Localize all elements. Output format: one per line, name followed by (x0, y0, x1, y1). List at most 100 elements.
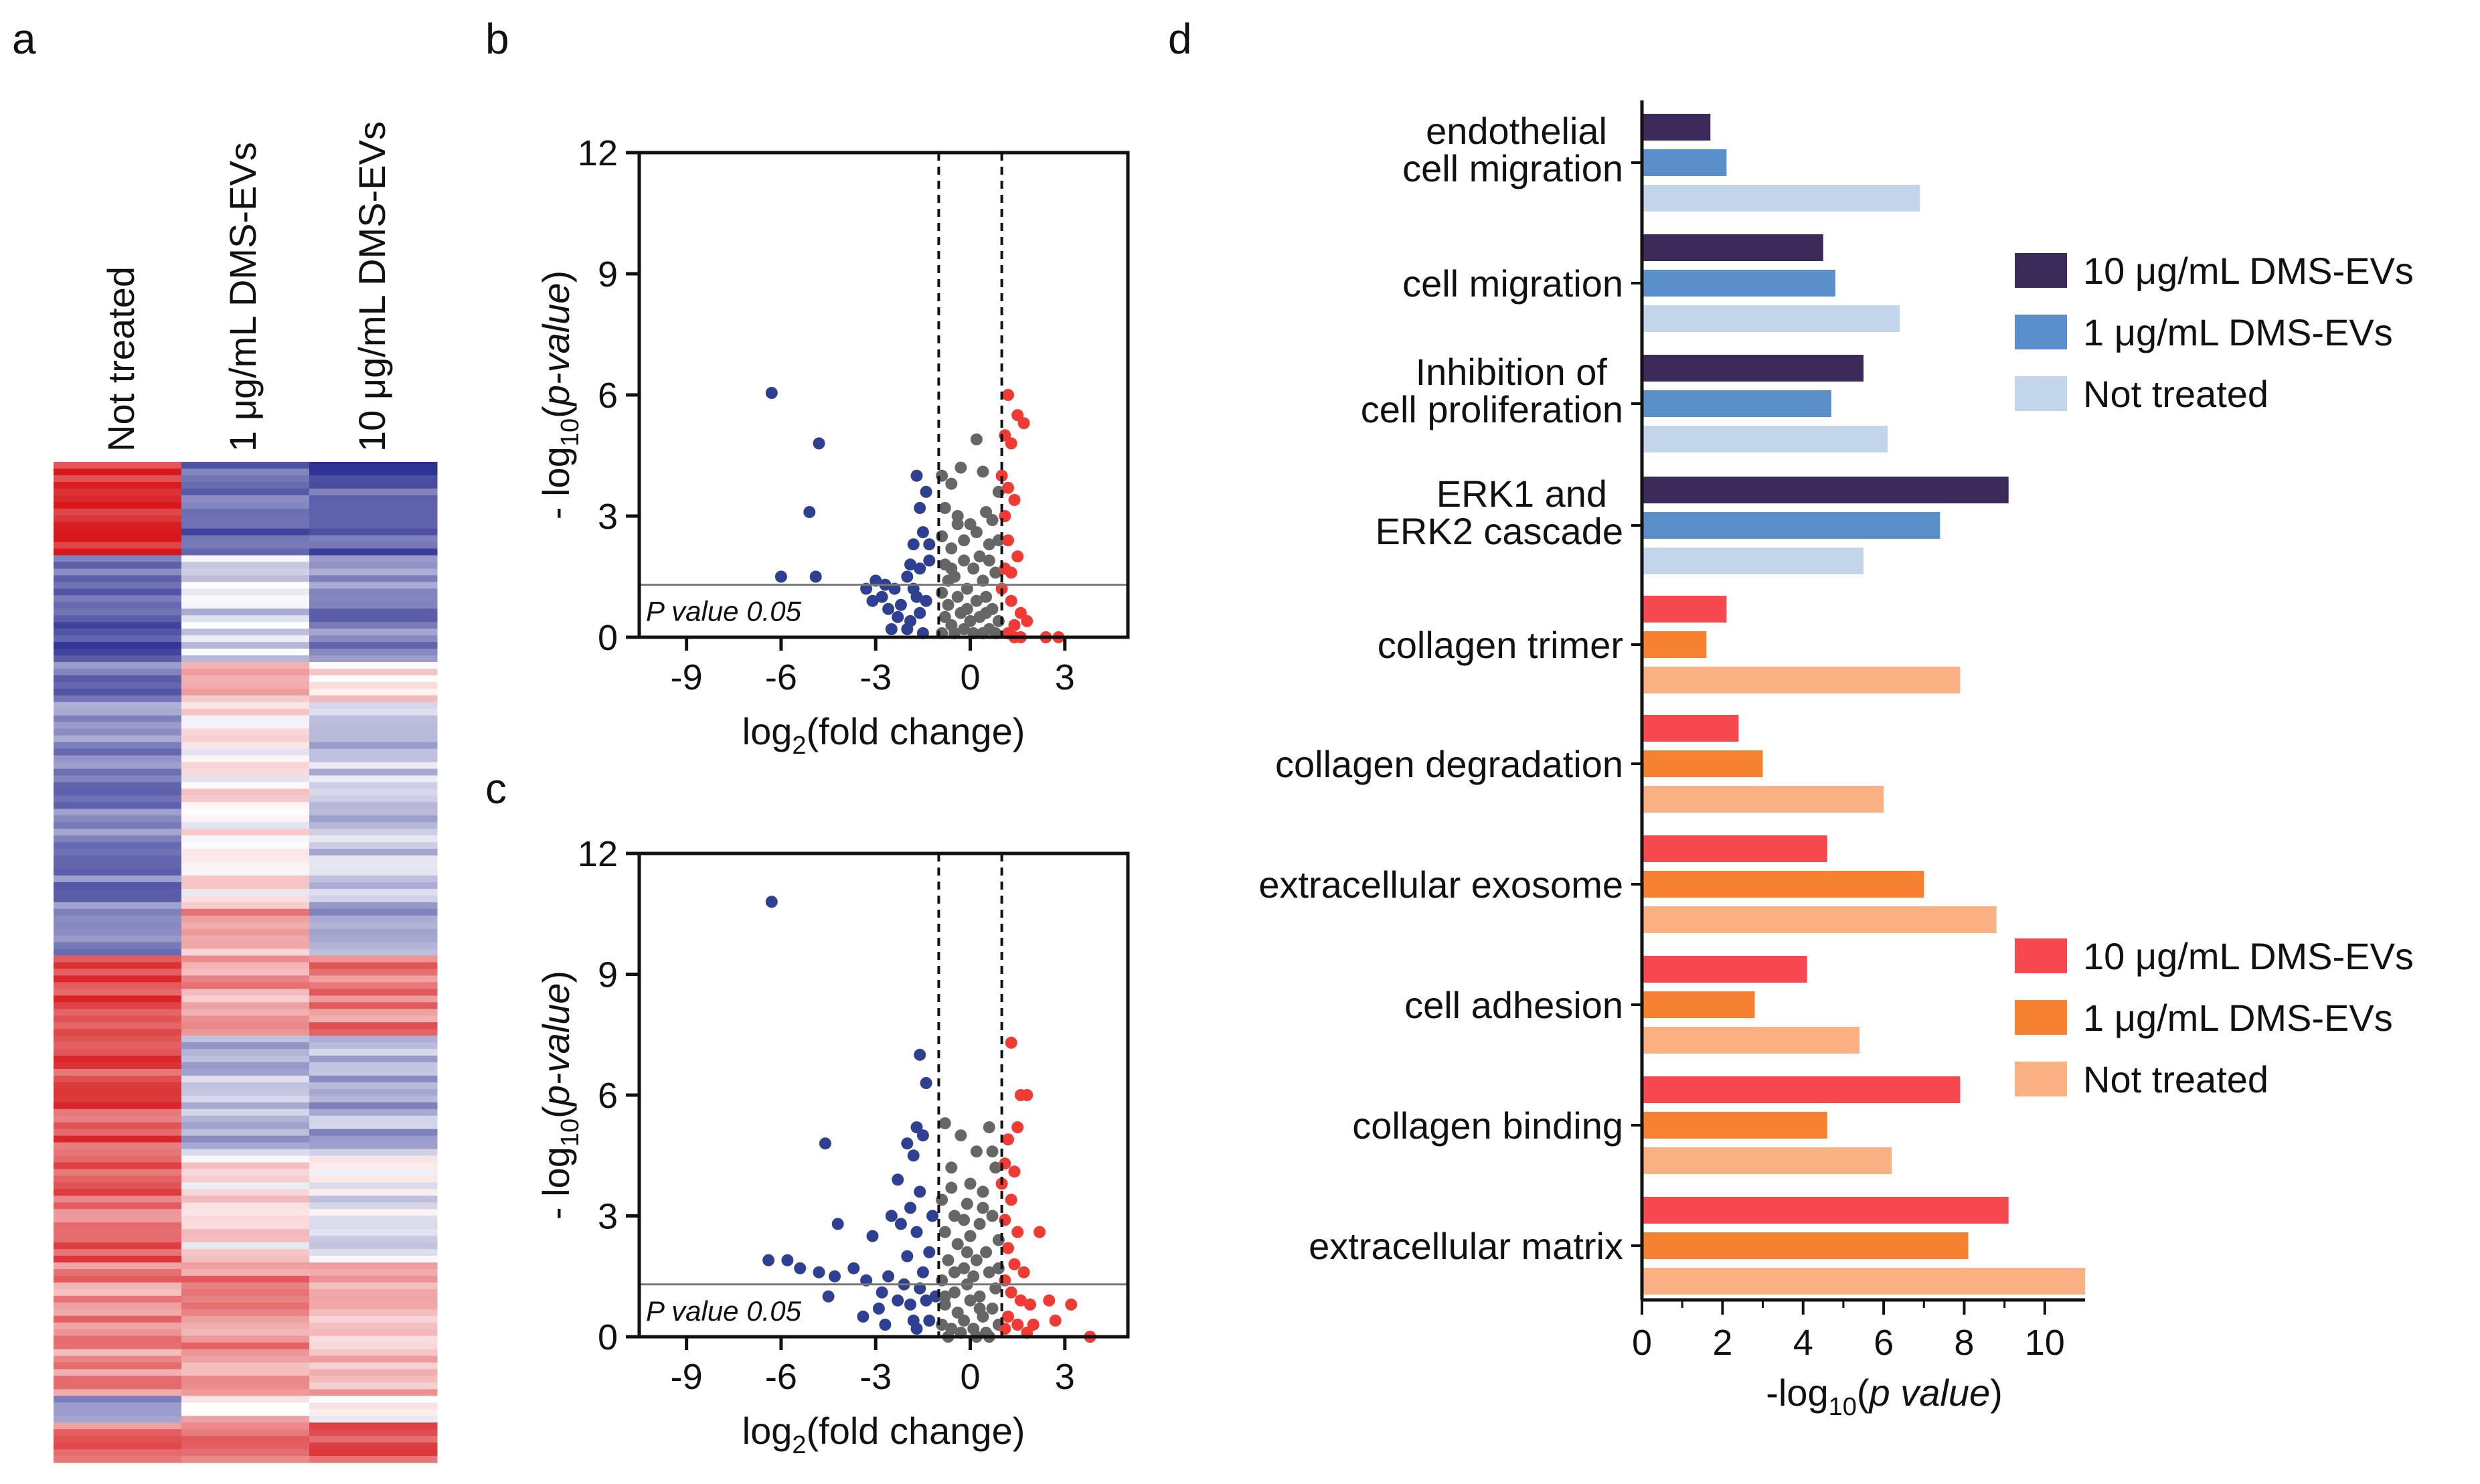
heatmap-cell (54, 1209, 182, 1216)
volcano-point-ns (986, 1302, 999, 1315)
heatmap-cell (309, 675, 438, 683)
volcano-point-ns (983, 538, 995, 551)
heatmap-cell (309, 1289, 438, 1297)
volcano-point-ns (961, 1198, 973, 1210)
heatmap-cell (309, 681, 438, 689)
heatmap-cell (309, 1422, 438, 1430)
legend-label: 1 μg/mL DMS-EVs (2083, 997, 2393, 1039)
heatmap-cell (54, 488, 182, 496)
bar-x-tick-label: 0 (1632, 1323, 1652, 1363)
heatmap-cell (54, 1056, 182, 1063)
volcano-point-down (847, 1262, 860, 1274)
heatmap-cell (54, 1162, 182, 1170)
heatmap-cell (181, 1369, 310, 1377)
heatmap-cell (181, 1175, 310, 1183)
heatmap-cell (54, 995, 182, 1003)
heatmap-cell (181, 1082, 310, 1090)
bar-axes: 0 2 4 6 8 10 (1632, 100, 2085, 1363)
heatmap-cell (309, 995, 438, 1003)
heatmap-cell (309, 1282, 438, 1290)
volcano-point-down (923, 538, 936, 551)
heatmap-cell (181, 1162, 310, 1170)
heatmap-cell (309, 935, 438, 943)
y-tick-label: 3 (598, 497, 618, 537)
volcano-point-up (1065, 1298, 1078, 1311)
bar-down-2 (1642, 1268, 2085, 1295)
volcano-point-down (914, 1048, 926, 1061)
heatmap-cell (181, 949, 310, 957)
heatmap-cell (181, 875, 310, 883)
heatmap-cell (181, 695, 310, 703)
heatmap-cell (54, 1175, 182, 1183)
heatmap-cell (309, 688, 438, 696)
heatmap-cell (54, 1329, 182, 1337)
heatmap-cell (54, 508, 182, 516)
heatmap-cell (54, 809, 182, 816)
heatmap-cell (309, 642, 438, 649)
volcano-point-down (910, 590, 923, 603)
volcano-point-down (907, 538, 920, 551)
heatmap-cell (181, 862, 310, 870)
heatmap-cell (54, 1295, 182, 1303)
heatmap-cell (54, 1369, 182, 1377)
volcano-point-down (870, 574, 882, 587)
volcano-point-up (1008, 1165, 1021, 1178)
heatmap-cell (181, 602, 310, 609)
heatmap-cell (309, 555, 438, 563)
volcano-point-ns (983, 1121, 995, 1134)
volcano-point-down (914, 562, 926, 575)
heatmap-cell (181, 1436, 310, 1443)
volcano-point-down (765, 387, 778, 399)
category-label: collagen binding (1352, 1104, 1623, 1147)
bar-up-2 (1642, 548, 1864, 574)
heatmap-cell (181, 655, 310, 663)
heatmap-cell (54, 1036, 182, 1043)
heatmap-cell (309, 1349, 438, 1357)
heatmap-cell (54, 1249, 182, 1256)
volcano-point-down (813, 437, 825, 450)
heatmap-cell (181, 501, 310, 509)
heatmap-cell (181, 1456, 310, 1463)
volcano-point-ns (961, 602, 973, 615)
heatmap-cell (54, 1289, 182, 1297)
volcano-point-down (914, 606, 926, 619)
bar-down-1 (1642, 750, 1763, 777)
volcano-point-up (1014, 1294, 1027, 1307)
bar-x-tick-label: 2 (1712, 1323, 1732, 1363)
x-tick-label: -3 (859, 657, 892, 697)
volcano-point-ns (970, 1254, 983, 1266)
panel-label-d: d (1168, 15, 1192, 63)
heatmap-cell (54, 548, 182, 556)
volcano-point-up (1024, 1298, 1036, 1311)
volcano-point-down (831, 1218, 844, 1230)
x-tick-label: 3 (1055, 657, 1075, 697)
bar-up-2 (1642, 426, 1888, 452)
heatmap-cell (181, 1262, 310, 1270)
heatmap-cell (54, 602, 182, 609)
heatmap-cell (181, 809, 310, 816)
heatmap-cell (54, 1102, 182, 1110)
heatmap-cell (181, 1129, 310, 1137)
heatmap-cell (181, 548, 310, 556)
heatmap-cell (54, 1449, 182, 1457)
volcano-point-down (901, 1250, 914, 1262)
heatmap-cell (54, 1049, 182, 1056)
category-label-line2: cell migration (1402, 147, 1623, 189)
volcano-point-ns (958, 1214, 971, 1226)
volcano-point-down (901, 623, 914, 635)
volcano-point-down (907, 1149, 920, 1162)
heatmap-cell (309, 1262, 438, 1270)
category-label-line1: ERK1 and (1436, 473, 1607, 515)
volcano-point-down (910, 1323, 923, 1335)
heatmap-column-label-1ug: 1 μg/mL DMS-EVs (222, 142, 264, 452)
heatmap-cell (54, 1142, 182, 1150)
bar-down-0 (1642, 1076, 1961, 1103)
legend-swatch (2015, 938, 2067, 973)
volcano-point-down (901, 570, 914, 583)
heatmap-cell (181, 1002, 310, 1009)
heatmap-cell (181, 622, 310, 629)
volcano-point-ns (970, 526, 983, 539)
heatmap-cell (181, 835, 310, 843)
heatmap-cell (309, 722, 438, 730)
heatmap-cell (181, 1256, 310, 1263)
